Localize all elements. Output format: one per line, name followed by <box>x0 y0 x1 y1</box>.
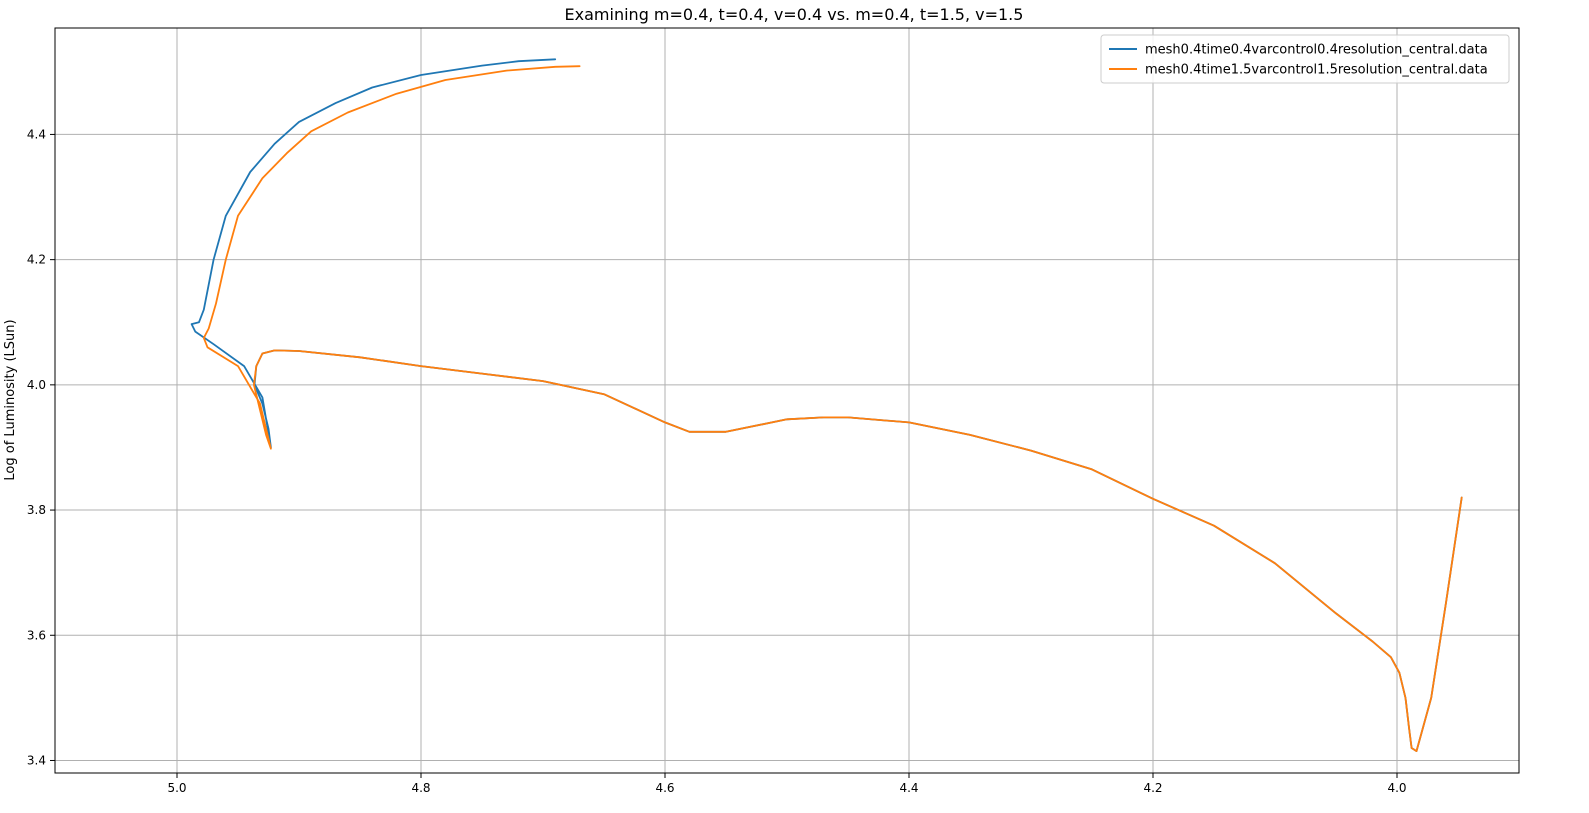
x-tick-label: 5.0 <box>167 781 186 795</box>
legend-box <box>1100 34 1510 84</box>
y-tick-label: 4.2 <box>27 253 46 267</box>
grid-lines <box>55 28 1519 773</box>
y-tick-label: 3.6 <box>27 628 46 642</box>
y-tick-label: 4.4 <box>27 127 46 141</box>
y-tick-label: 4.0 <box>27 378 46 392</box>
plot-frame <box>54 27 1520 774</box>
legend-label-2: mesh0.4time1.5varcontrol1.5resolution_ce… <box>1145 63 1488 78</box>
y-tick-label: 3.4 <box>27 753 46 767</box>
x-tick-label: 4.2 <box>1143 781 1162 795</box>
y-tick-label: 3.8 <box>27 503 46 517</box>
x-tick-label: 4.0 <box>1387 781 1406 795</box>
x-tick-label: 4.8 <box>411 781 430 795</box>
legend: mesh0.4time0.4varcontrol0.4resolution_ce… <box>1100 34 1510 84</box>
series-lines <box>190 58 1463 752</box>
axis-ticks: 5.0 4.8 4.6 4.4 4.2 4.0 3.4 3.6 3.8 4.0 4.2 4.4 <box>27 127 1407 795</box>
y-axis-label: Log of Luminosity (LSun) <box>3 319 18 480</box>
x-tick-label: 4.6 <box>655 781 674 795</box>
chart-title: Examining m=0.4, t=0.4, v=0.4 vs. m=0.4,… <box>565 5 1024 24</box>
series-line-2 <box>202 65 1463 752</box>
legend-label-1: mesh0.4time0.4varcontrol0.4resolution_ce… <box>1145 43 1488 58</box>
x-tick-label: 4.4 <box>899 781 918 795</box>
